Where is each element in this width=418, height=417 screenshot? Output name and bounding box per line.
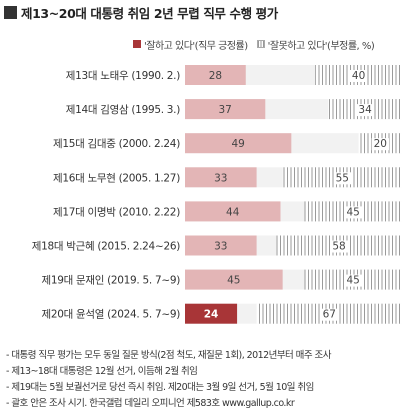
negative-label-backing [371,138,389,151]
bar-positive [185,303,238,324]
negative-value-label: 55 [336,172,349,184]
positive-value-label: 24 [204,309,219,321]
category-label: 제16대 노무현 (2005. 1.27) [53,172,180,184]
negative-value-label: 34 [358,104,372,116]
category-label: 제13대 노태우 (1990. 2.) [66,70,180,82]
negative-value-label: 45 [346,275,359,287]
positive-value-label: 45 [227,275,240,287]
positive-value-label: 28 [209,70,222,82]
bar-positive [185,269,283,290]
negative-label-backing [330,240,348,253]
negative-label-backing [356,104,375,117]
legend-negative-label: '잘못하고 있다'(부정률, %) [267,40,375,52]
negative-label-backing [333,172,352,185]
negative-label-backing [344,206,362,219]
bar-positive [185,201,281,222]
title-marker-icon [4,5,17,19]
category-label: 제18대 박근혜 (2015. 2.24~26) [32,241,180,253]
negative-value-label: 20 [374,138,387,150]
chart-title: 제13~20대 대통령 취임 2년 무렵 직무 수행 평가 [21,5,278,21]
positive-value-label: 37 [218,104,231,116]
bar-positive [185,167,257,188]
footnote-4: - 괄호 안은 조사 시기. 한국갤럽 데일리 오피니언 제583호 www.g… [6,398,295,409]
bar-positive [185,133,292,154]
bar-positive [185,235,257,256]
category-label: 제17대 이명박 (2010. 2.22) [53,206,180,218]
positive-value-label: 44 [226,206,240,218]
bar-positive [185,65,246,85]
legend-positive-swatch-icon [133,40,141,48]
footnote-1: - 대통령 직무 평가는 모두 동일 질문 방식(2점 척도, 재질문 1회),… [6,350,331,361]
negative-value-label: 58 [332,241,345,253]
category-label: 제20대 윤석열 (2024. 5. 7~9) [41,309,180,321]
negative-label-backing [344,274,362,287]
category-label: 제15대 김대중 (2000. 2.24) [53,138,180,150]
negative-value-label: 67 [323,309,336,321]
footnote-2: - 제13~18대 대통령은 12월 선거, 이듬해 2월 취임 [6,366,198,377]
title-row: 제13~20대 대통령 취임 2년 무렵 직무 수행 평가 [4,3,278,21]
bar-positive [185,99,266,120]
negative-value-label: 45 [346,206,359,218]
positive-value-label: 33 [214,172,227,184]
negative-value-label: 40 [352,70,365,82]
footnote-3: - 제19대는 5월 보궐선거로 당선 즉시 취임. 제20대는 3월 9일 선… [6,382,314,393]
legend-positive-label: '잘하고 있다'(직무 긍정률) [144,40,248,52]
positive-value-label: 49 [231,138,244,150]
negative-label-backing [349,70,368,82]
legend: '잘하고 있다'(직무 긍정률) '잘못하고 있다'(부정률, %) [133,37,375,52]
negative-label-backing [320,308,338,321]
positive-value-label: 33 [214,241,227,253]
legend-negative-swatch-icon [256,40,265,48]
category-label: 제14대 김영삼 (1995. 3.) [66,104,180,116]
category-label: 제19대 문재인 (2019. 5. 7~9) [41,275,180,287]
